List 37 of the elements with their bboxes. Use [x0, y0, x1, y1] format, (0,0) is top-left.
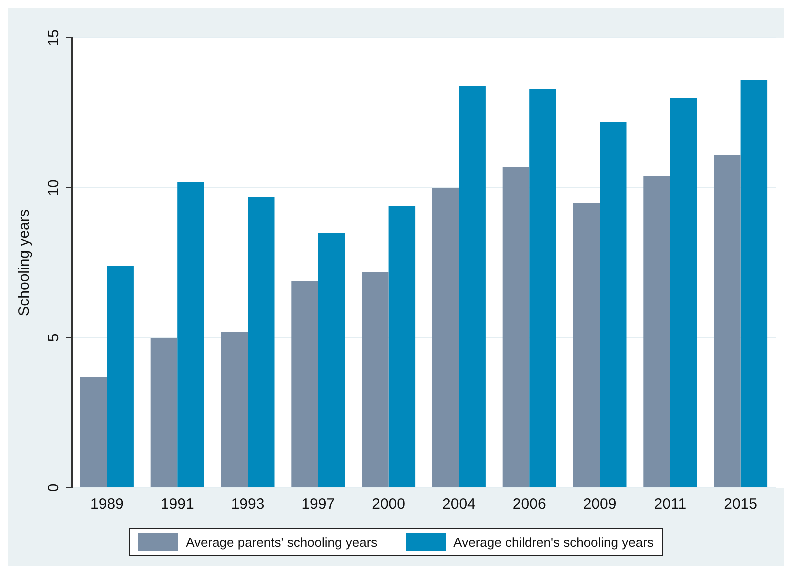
- y-tick-label: 10: [46, 180, 63, 196]
- bar: [318, 233, 346, 488]
- bar: [388, 206, 416, 488]
- bar: [248, 197, 275, 488]
- bar: [644, 176, 670, 488]
- bar: [600, 122, 627, 488]
- bar: [459, 86, 486, 488]
- bar: [221, 332, 248, 488]
- bar: [740, 80, 768, 488]
- bar: [530, 89, 556, 488]
- bar: [432, 188, 460, 488]
- bar: [292, 281, 318, 488]
- legend-label: Average children's schooling years: [454, 534, 654, 550]
- x-tick-label: 1993: [231, 496, 265, 514]
- bar: [502, 167, 530, 488]
- x-tick-label: 2006: [512, 496, 546, 514]
- y-tick-label: 5: [46, 334, 63, 342]
- bar: [670, 98, 698, 488]
- bar: [573, 203, 600, 488]
- x-tick-label: 2004: [442, 496, 476, 514]
- bar: [714, 155, 741, 488]
- y-tick-label: 0: [46, 484, 63, 492]
- x-tick-label: 2000: [372, 496, 406, 514]
- legend-label: Average parents' schooling years: [186, 534, 378, 550]
- bar: [150, 338, 178, 488]
- bar: [178, 182, 204, 488]
- x-tick-label: 2009: [583, 496, 617, 514]
- bar: [107, 266, 134, 488]
- y-axis-title: Schooling years: [16, 210, 34, 316]
- x-tick-label: 1989: [90, 496, 124, 514]
- x-tick-label: 1997: [302, 496, 336, 514]
- bar: [80, 377, 108, 488]
- x-tick-label: 2015: [724, 496, 758, 514]
- y-tick-label: 15: [46, 30, 63, 46]
- bar: [362, 272, 389, 488]
- x-tick-label: 1991: [160, 496, 194, 514]
- x-tick-label: 2011: [654, 496, 687, 514]
